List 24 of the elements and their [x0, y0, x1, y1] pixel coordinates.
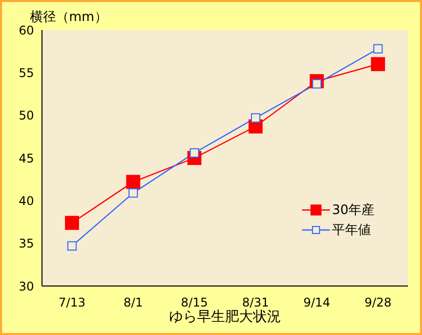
- point: [370, 57, 386, 72]
- y-tick-label: 40: [18, 194, 34, 208]
- y-tick-label: 30: [18, 279, 34, 294]
- y-tick-label: 45: [18, 151, 34, 166]
- x-tick-label: 9/14: [303, 296, 330, 310]
- x-tick-label: 8/15: [180, 296, 208, 310]
- x-axis-title: ゆら早生肥大状況: [168, 308, 282, 326]
- x-tick-label: 7/13: [58, 296, 86, 310]
- y-tick-label: 60: [18, 23, 34, 38]
- y-tick-label: 55: [18, 66, 34, 80]
- y-tick-label: 35: [18, 236, 34, 251]
- point: [128, 188, 138, 198]
- y-tick-label: 50: [18, 108, 34, 123]
- point: [126, 174, 140, 189]
- point: [64, 216, 80, 230]
- point: [250, 113, 260, 123]
- y-axis-title: 横径（mm）: [30, 9, 108, 26]
- x-tick-label: 9/28: [364, 296, 392, 310]
- legend-label: 平年値: [332, 222, 371, 239]
- x-tick-label: 8/1: [124, 296, 143, 310]
- point: [373, 44, 383, 54]
- point: [67, 241, 77, 251]
- x-tick-label: 8/31: [242, 296, 270, 310]
- legend-label: 30年産: [332, 202, 375, 219]
